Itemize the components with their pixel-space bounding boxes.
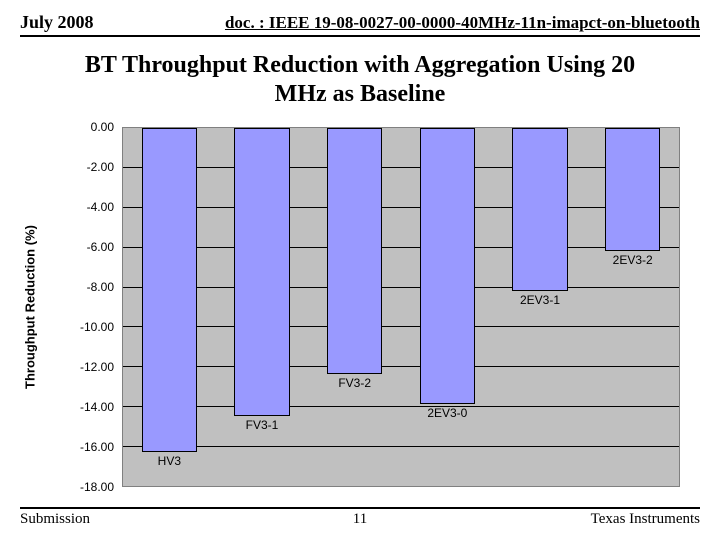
bar-category-label: HV3 <box>158 454 181 468</box>
page-title: BT Throughput Reduction with Aggregation… <box>20 51 700 109</box>
bar-category-label: 2EV3-0 <box>427 406 467 420</box>
y-tick-label: -12.00 <box>68 360 114 374</box>
bar <box>420 128 476 404</box>
footer-left: Submission <box>20 511 90 528</box>
y-tick-label: -14.00 <box>68 400 114 414</box>
footer-page-number: 11 <box>353 511 367 528</box>
y-tick-label: -10.00 <box>68 320 114 334</box>
bar <box>327 128 383 375</box>
y-ticks: 0.00-2.00-4.00-6.00-8.00-10.00-12.00-14.… <box>68 127 118 487</box>
plot-area: HV3 FV3-1 FV3-2 2EV3-0 2EV3-1 2EV3-2 <box>122 127 680 487</box>
y-tick-label: -4.00 <box>68 200 114 214</box>
bar <box>142 128 198 452</box>
footer-right: Texas Instruments <box>591 511 700 528</box>
y-tick-label: 0.00 <box>68 120 114 134</box>
header-doc: doc. : IEEE 19-08-0027-00-0000-40MHz-11n… <box>225 13 700 33</box>
bar <box>234 128 290 416</box>
y-axis-label: Throughput Reduction (%) <box>23 225 38 389</box>
header-date: July 2008 <box>20 12 94 33</box>
y-tick-label: -8.00 <box>68 280 114 294</box>
header: July 2008 doc. : IEEE 19-08-0027-00-0000… <box>20 12 700 37</box>
bar <box>512 128 568 291</box>
y-tick-label: -18.00 <box>68 480 114 494</box>
chart: Throughput Reduction (%) 0.00-2.00-4.00-… <box>40 127 680 487</box>
bar-category-label: 2EV3-2 <box>613 253 653 267</box>
bar-category-label: FV3-2 <box>338 376 371 390</box>
bars-layer: HV3 FV3-1 FV3-2 2EV3-0 2EV3-1 2EV3-2 <box>123 128 679 486</box>
y-tick-label: -2.00 <box>68 160 114 174</box>
y-tick-label: -6.00 <box>68 240 114 254</box>
bar-category-label: FV3-1 <box>246 418 279 432</box>
footer: Submission 11 Texas Instruments <box>20 507 700 528</box>
bar-category-label: 2EV3-1 <box>520 293 560 307</box>
y-tick-label: -16.00 <box>68 440 114 454</box>
bar <box>605 128 661 251</box>
